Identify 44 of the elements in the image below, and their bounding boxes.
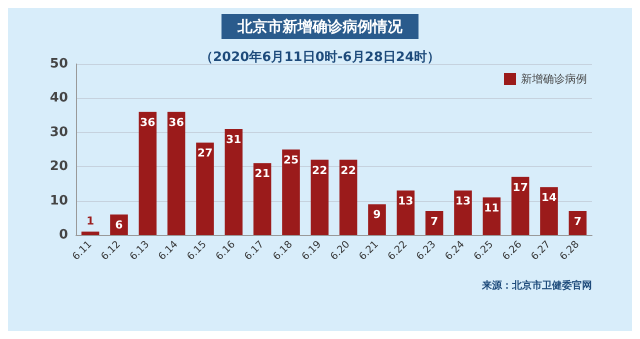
- bar: [368, 204, 386, 235]
- data-label: 17: [512, 180, 528, 194]
- data-label: 14: [541, 191, 557, 204]
- y-tick-label: 40: [50, 90, 68, 106]
- source-note: 来源：北京市卫健委官网: [481, 280, 592, 292]
- data-label: 22: [312, 164, 328, 177]
- data-label: 36: [140, 116, 156, 129]
- data-label: 13: [398, 194, 414, 208]
- data-label: 11: [484, 201, 500, 214]
- chart-subtitle: （2020年6月11日0时-6月28日24时）: [200, 50, 440, 65]
- data-label: 27: [197, 146, 213, 160]
- bar: [454, 190, 472, 235]
- bar: [282, 150, 300, 235]
- bar: [196, 142, 214, 235]
- bar: [310, 160, 329, 235]
- data-label: 6: [115, 218, 124, 232]
- y-tick-label: 20: [50, 159, 68, 174]
- data-label: 13: [455, 194, 471, 208]
- data-label: 9: [373, 208, 381, 222]
- y-tick-label: 0: [58, 228, 68, 242]
- chart-title: 北京市新增确诊病例情况: [236, 18, 404, 36]
- bar: [568, 211, 587, 235]
- bar: [511, 176, 530, 235]
- data-label: 7: [574, 215, 582, 228]
- y-tick-label: 30: [50, 124, 68, 140]
- data-label: 1: [86, 214, 94, 228]
- data-label: 21: [254, 167, 270, 180]
- data-label: 7: [430, 215, 438, 228]
- y-tick-label: 10: [50, 193, 68, 208]
- bar: [224, 128, 243, 235]
- data-label: 22: [340, 164, 356, 177]
- bar: [167, 112, 186, 235]
- data-label: 36: [168, 116, 184, 129]
- data-label: 31: [226, 132, 242, 146]
- bar: [81, 232, 100, 235]
- bar: [425, 211, 444, 235]
- bar: [138, 112, 157, 235]
- bar: [339, 160, 358, 235]
- y-tick-label: 50: [50, 56, 68, 72]
- bar: [253, 163, 272, 235]
- legend-label: 新增确诊病例: [521, 72, 587, 86]
- bar: [396, 190, 415, 235]
- bar: [540, 187, 558, 235]
- data-label: 25: [283, 154, 299, 166]
